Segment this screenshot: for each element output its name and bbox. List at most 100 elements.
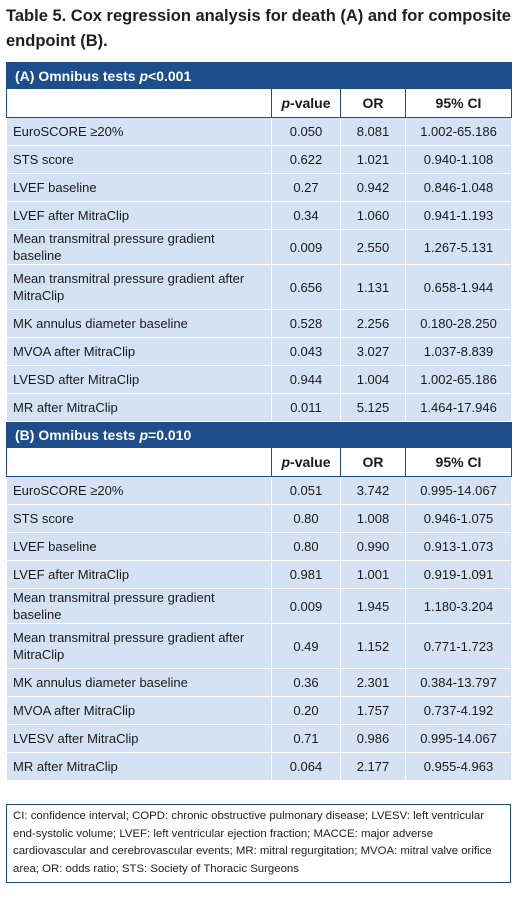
table-row: Mean transmitral pressure gradient basel… [6, 588, 512, 624]
row-pvalue: 0.71 [271, 724, 341, 753]
row-or: 2.301 [340, 668, 406, 697]
row-pvalue: 0.80 [271, 504, 341, 533]
row-pvalue: 0.656 [271, 264, 341, 310]
row-or: 0.990 [340, 532, 406, 561]
section-a-rows: EuroSCORE ≥20% 0.050 8.081 1.002-65.186 STS … [6, 117, 512, 422]
section-b-rows: EuroSCORE ≥20% 0.051 3.742 0.995-14.067 STS … [6, 476, 512, 781]
column-header-ci: 95% CI [405, 88, 512, 118]
table-row: Mean transmitral pressure gradient basel… [6, 229, 512, 265]
row-or: 2.177 [340, 752, 406, 781]
row-ci: 0.995-14.067 [405, 476, 512, 505]
row-pvalue: 0.36 [271, 668, 341, 697]
row-pvalue: 0.622 [271, 145, 341, 174]
row-or: 3.027 [340, 337, 406, 366]
row-label: Mean transmitral pressure gradient basel… [6, 588, 272, 624]
row-ci: 0.941-1.193 [405, 201, 512, 230]
row-label: LVEF baseline [6, 532, 272, 561]
table-row: STS score 0.622 1.021 0.940-1.108 [6, 145, 512, 174]
table-row: EuroSCORE ≥20% 0.051 3.742 0.995-14.067 [6, 476, 512, 505]
row-label: Mean transmitral pressure gradient basel… [6, 229, 272, 265]
row-label: Mean transmitral pressure gradient after… [6, 264, 272, 310]
table-row: LVEF baseline 0.27 0.942 0.846-1.048 [6, 173, 512, 202]
row-ci: 0.846-1.048 [405, 173, 512, 202]
row-label: LVESD after MitraClip [6, 365, 272, 394]
row-label: LVEF baseline [6, 173, 272, 202]
pvalue-italic: p [281, 95, 291, 111]
section-b-title: (B) Omnibus tests p=0.010 [6, 421, 512, 448]
column-header-or: OR [340, 447, 406, 477]
row-pvalue: 0.009 [271, 229, 341, 265]
table-row: MK annulus diameter baseline 0.528 2.256 0.… [6, 309, 512, 338]
table-row: MK annulus diameter baseline 0.36 2.301 0.3… [6, 668, 512, 697]
table-row: MVOA after MitraClip 0.043 3.027 1.037-8.83… [6, 337, 512, 366]
row-or: 1.152 [340, 623, 406, 669]
column-header-ci: 95% CI [405, 447, 512, 477]
section-a-p: p [139, 67, 149, 84]
section-a-prefix: (A) Omnibus tests [15, 67, 140, 84]
table-row: LVESV after MitraClip 0.71 0.986 0.995-14.0… [6, 724, 512, 753]
pvalue-suffix: -value [290, 454, 331, 470]
row-ci: 1.267-5.131 [405, 229, 512, 265]
row-label: STS score [6, 504, 272, 533]
table-row: MR after MitraClip 0.064 2.177 0.955-4.963 [6, 752, 512, 781]
row-ci: 0.737-4.192 [405, 696, 512, 725]
section-b-prefix: (B) Omnibus tests [15, 426, 140, 443]
row-ci: 1.002-65.186 [405, 365, 512, 394]
table-row: MVOA after MitraClip 0.20 1.757 0.737-4.192 [6, 696, 512, 725]
table-row: STS score 0.80 1.008 0.946-1.075 [6, 504, 512, 533]
row-ci: 1.180-3.204 [405, 588, 512, 624]
row-label: LVESV after MitraClip [6, 724, 272, 753]
row-pvalue: 0.051 [271, 476, 341, 505]
table-row: Mean transmitral pressure gradient after… [6, 623, 512, 669]
table-row: LVEF after MitraClip 0.34 1.060 0.941-1.193 [6, 201, 512, 230]
row-ci: 0.771-1.723 [405, 623, 512, 669]
table-footnote: CI: confidence interval; COPD: chronic o… [6, 804, 511, 883]
row-or: 3.742 [340, 476, 406, 505]
section-a-header: (A) Omnibus tests p<0.001 [6, 62, 512, 89]
row-or: 1.945 [340, 588, 406, 624]
row-ci: 0.946-1.075 [405, 504, 512, 533]
row-or: 2.256 [340, 309, 406, 338]
section-b-header: (B) Omnibus tests p=0.010 [6, 421, 512, 448]
row-or: 8.081 [340, 117, 406, 146]
row-ci: 0.995-14.067 [405, 724, 512, 753]
pvalue-italic: p [281, 454, 291, 470]
row-pvalue: 0.80 [271, 532, 341, 561]
row-label: MR after MitraClip [6, 752, 272, 781]
row-or: 1.001 [340, 560, 406, 589]
section-b-p: p [139, 426, 149, 443]
row-pvalue: 0.981 [271, 560, 341, 589]
row-ci: 0.940-1.108 [405, 145, 512, 174]
row-pvalue: 0.34 [271, 201, 341, 230]
row-ci: 0.955-4.963 [405, 752, 512, 781]
row-label: MK annulus diameter baseline [6, 668, 272, 697]
row-or: 5.125 [340, 393, 406, 422]
row-or: 1.131 [340, 264, 406, 310]
row-label: MVOA after MitraClip [6, 696, 272, 725]
row-label: EuroSCORE ≥20% [6, 117, 272, 146]
row-label: MR after MitraClip [6, 393, 272, 422]
column-header-pvalue: p-value [271, 447, 341, 477]
row-or: 1.004 [340, 365, 406, 394]
row-or: 1.021 [340, 145, 406, 174]
row-or: 2.550 [340, 229, 406, 265]
column-header-pvalue: p-value [271, 88, 341, 118]
column-header-row-b: p-value OR 95% CI [6, 447, 512, 477]
row-ci: 0.919-1.091 [405, 560, 512, 589]
row-pvalue: 0.528 [271, 309, 341, 338]
section-a-suffix: <0.001 [148, 67, 192, 84]
row-ci: 1.464-17.946 [405, 393, 512, 422]
table-row: LVEF after MitraClip 0.981 1.001 0.919-1.09… [6, 560, 512, 589]
row-label: LVEF after MitraClip [6, 201, 272, 230]
row-pvalue: 0.050 [271, 117, 341, 146]
row-ci: 0.658-1.944 [405, 264, 512, 310]
row-label: STS score [6, 145, 272, 174]
row-ci: 0.180-28.250 [405, 309, 512, 338]
row-pvalue: 0.064 [271, 752, 341, 781]
row-ci: 1.002-65.186 [405, 117, 512, 146]
row-ci: 0.913-1.073 [405, 532, 512, 561]
column-header-or: OR [340, 88, 406, 118]
row-label: MVOA after MitraClip [6, 337, 272, 366]
row-pvalue: 0.20 [271, 696, 341, 725]
